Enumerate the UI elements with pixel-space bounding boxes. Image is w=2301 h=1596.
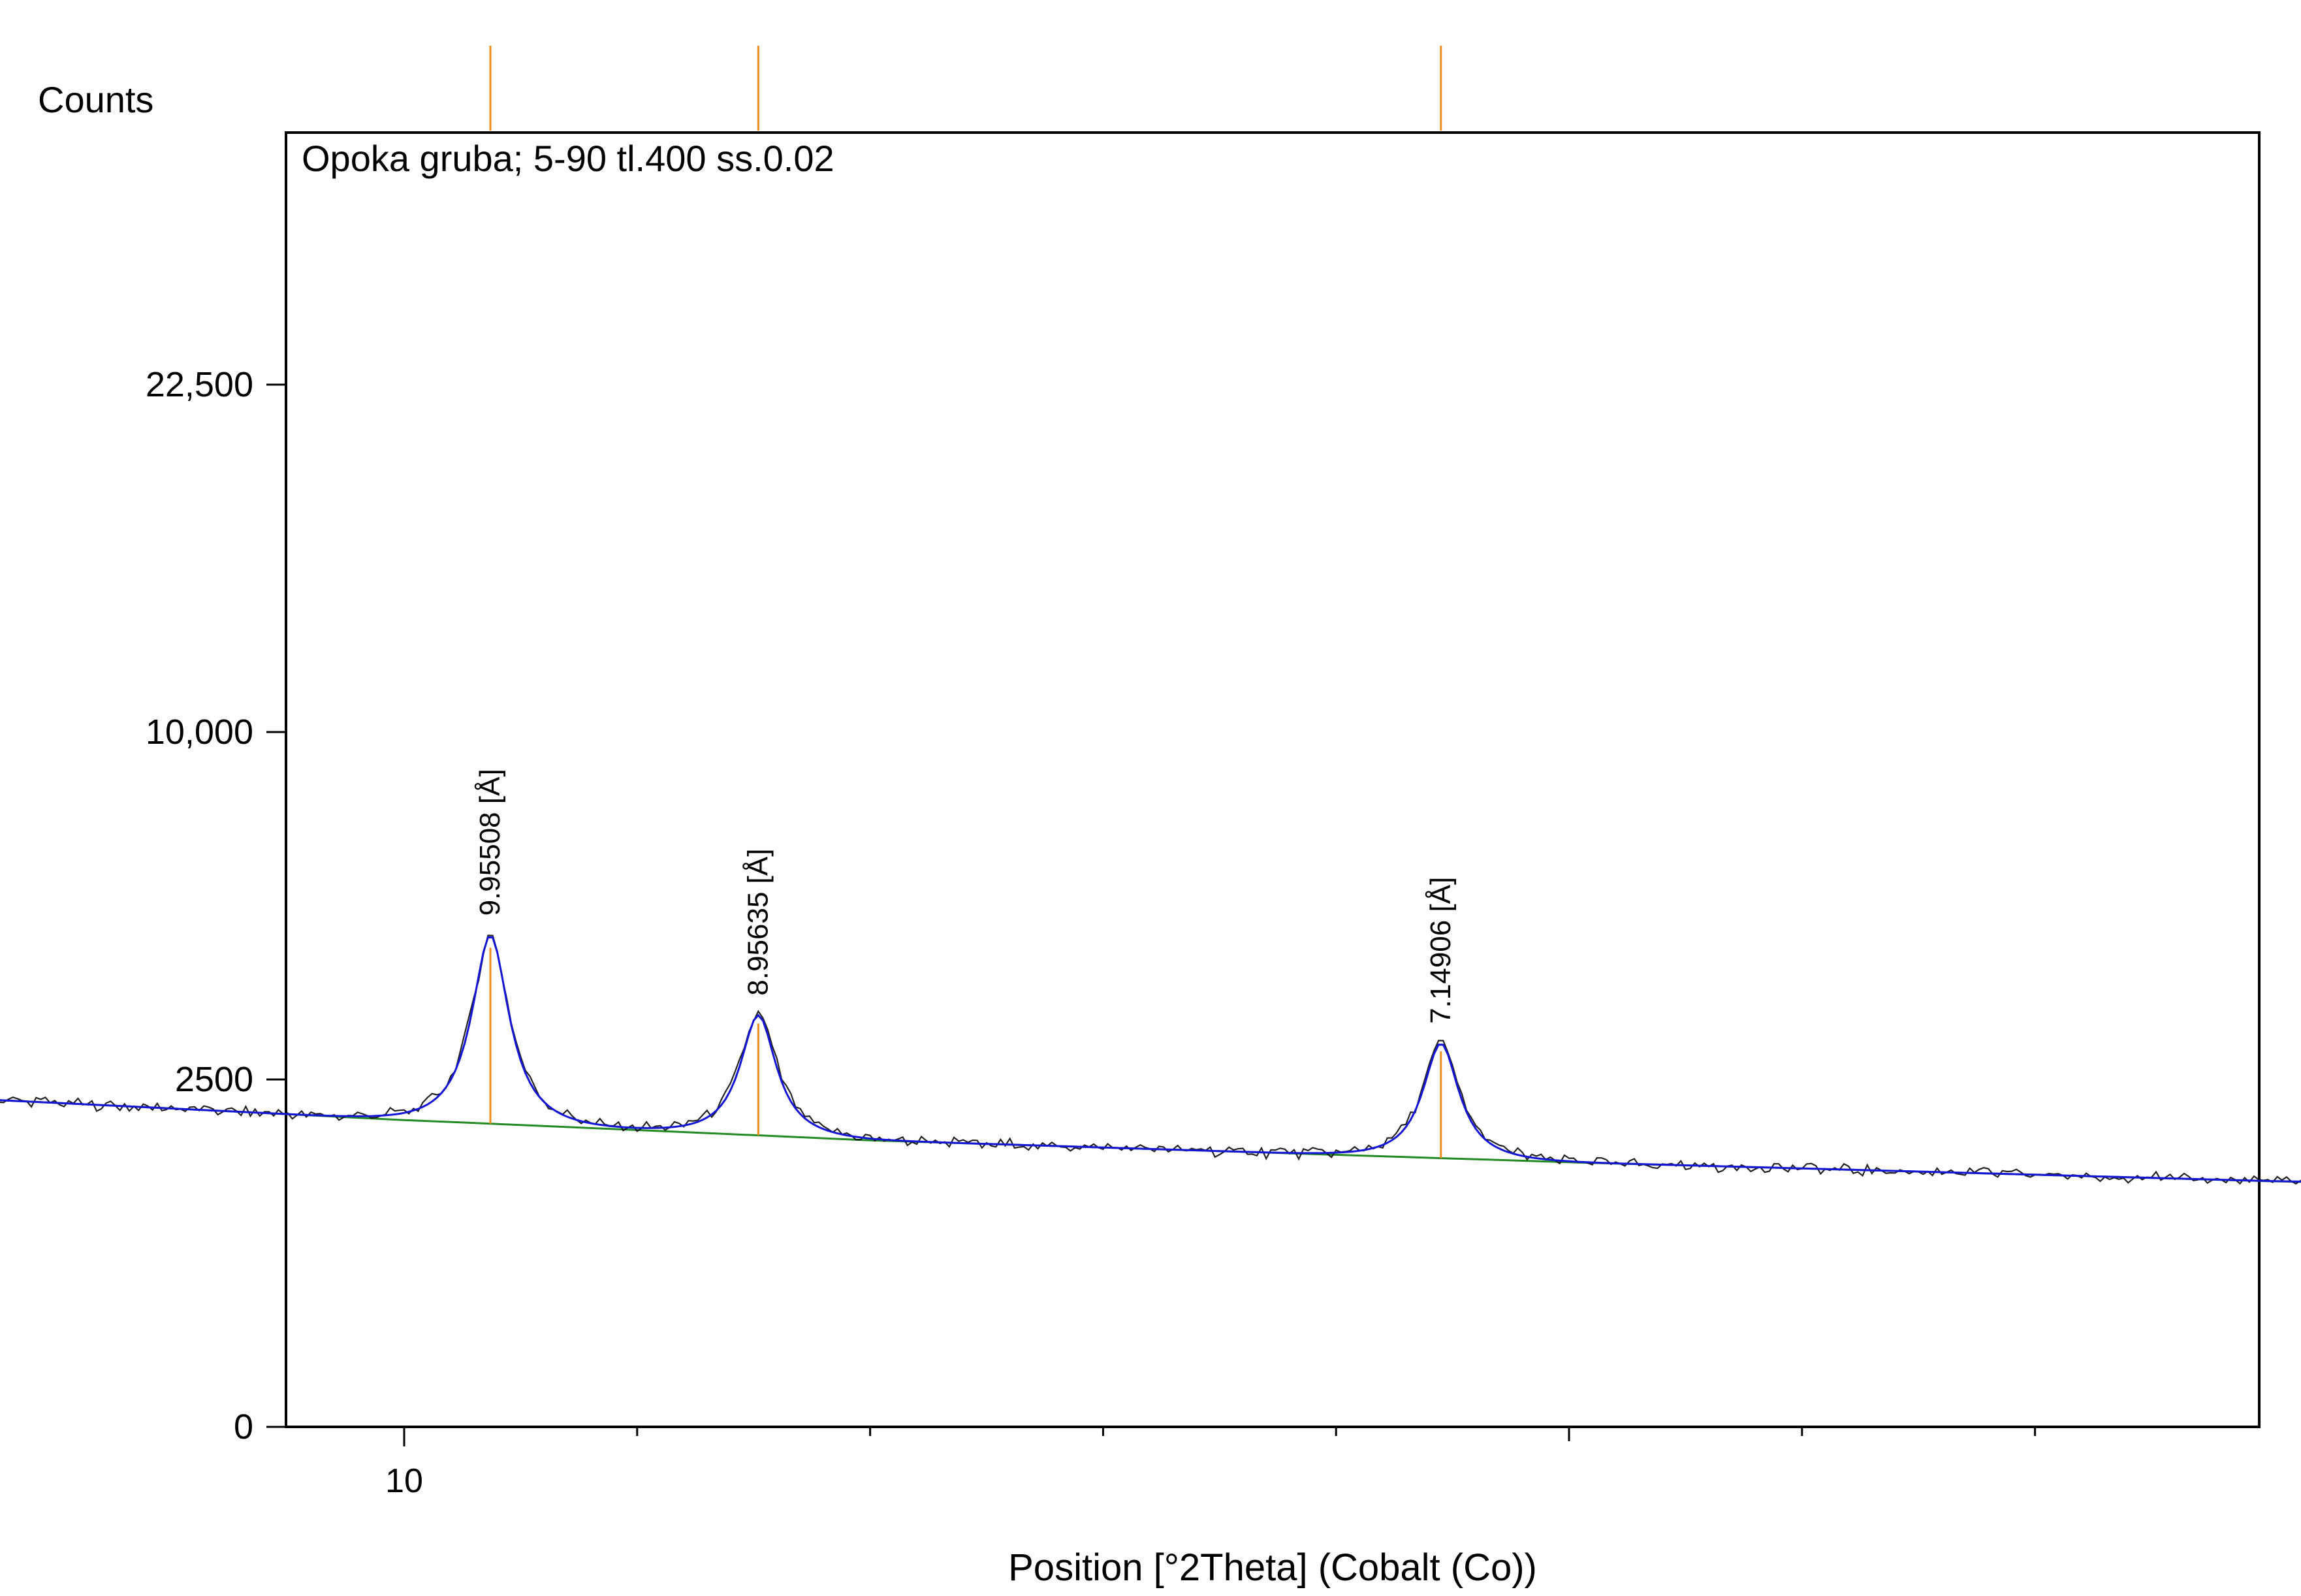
observed-pattern xyxy=(0,934,2301,1185)
peak-labels: 9.95508 [Å]8.95635 [Å]7.14906 [Å]4.98033… xyxy=(474,769,1457,1024)
peak-label: 7.14906 [Å] xyxy=(1425,877,1457,1024)
observed-line xyxy=(0,934,2301,1185)
background-line xyxy=(0,1099,2301,1183)
y-tick-label: 0 xyxy=(234,1407,253,1446)
background-curve xyxy=(0,1099,2301,1183)
calculated-line xyxy=(0,936,2301,1183)
x-axis-label: Position [°2Theta] (Cobalt (Co)) xyxy=(1008,1546,1537,1589)
plot-frame xyxy=(285,131,2261,1428)
reference-peak-markers xyxy=(489,46,1442,131)
y-tick-label: 2500 xyxy=(175,1060,253,1099)
chart-title: Opoka gruba; 5-90 tl.400 ss.0.02 xyxy=(302,138,834,179)
calculated-pattern xyxy=(0,936,2301,1183)
peak-label: 9.95508 [Å] xyxy=(474,769,506,916)
peak-label: 8.95635 [Å] xyxy=(742,849,774,996)
peak-stems xyxy=(489,948,1442,1158)
y-tick-label: 22,500 xyxy=(146,365,253,404)
y-tick-label: 10,000 xyxy=(146,712,253,752)
y-axis-label: Counts xyxy=(38,79,153,120)
x-tick-label: 10 xyxy=(385,1462,423,1500)
